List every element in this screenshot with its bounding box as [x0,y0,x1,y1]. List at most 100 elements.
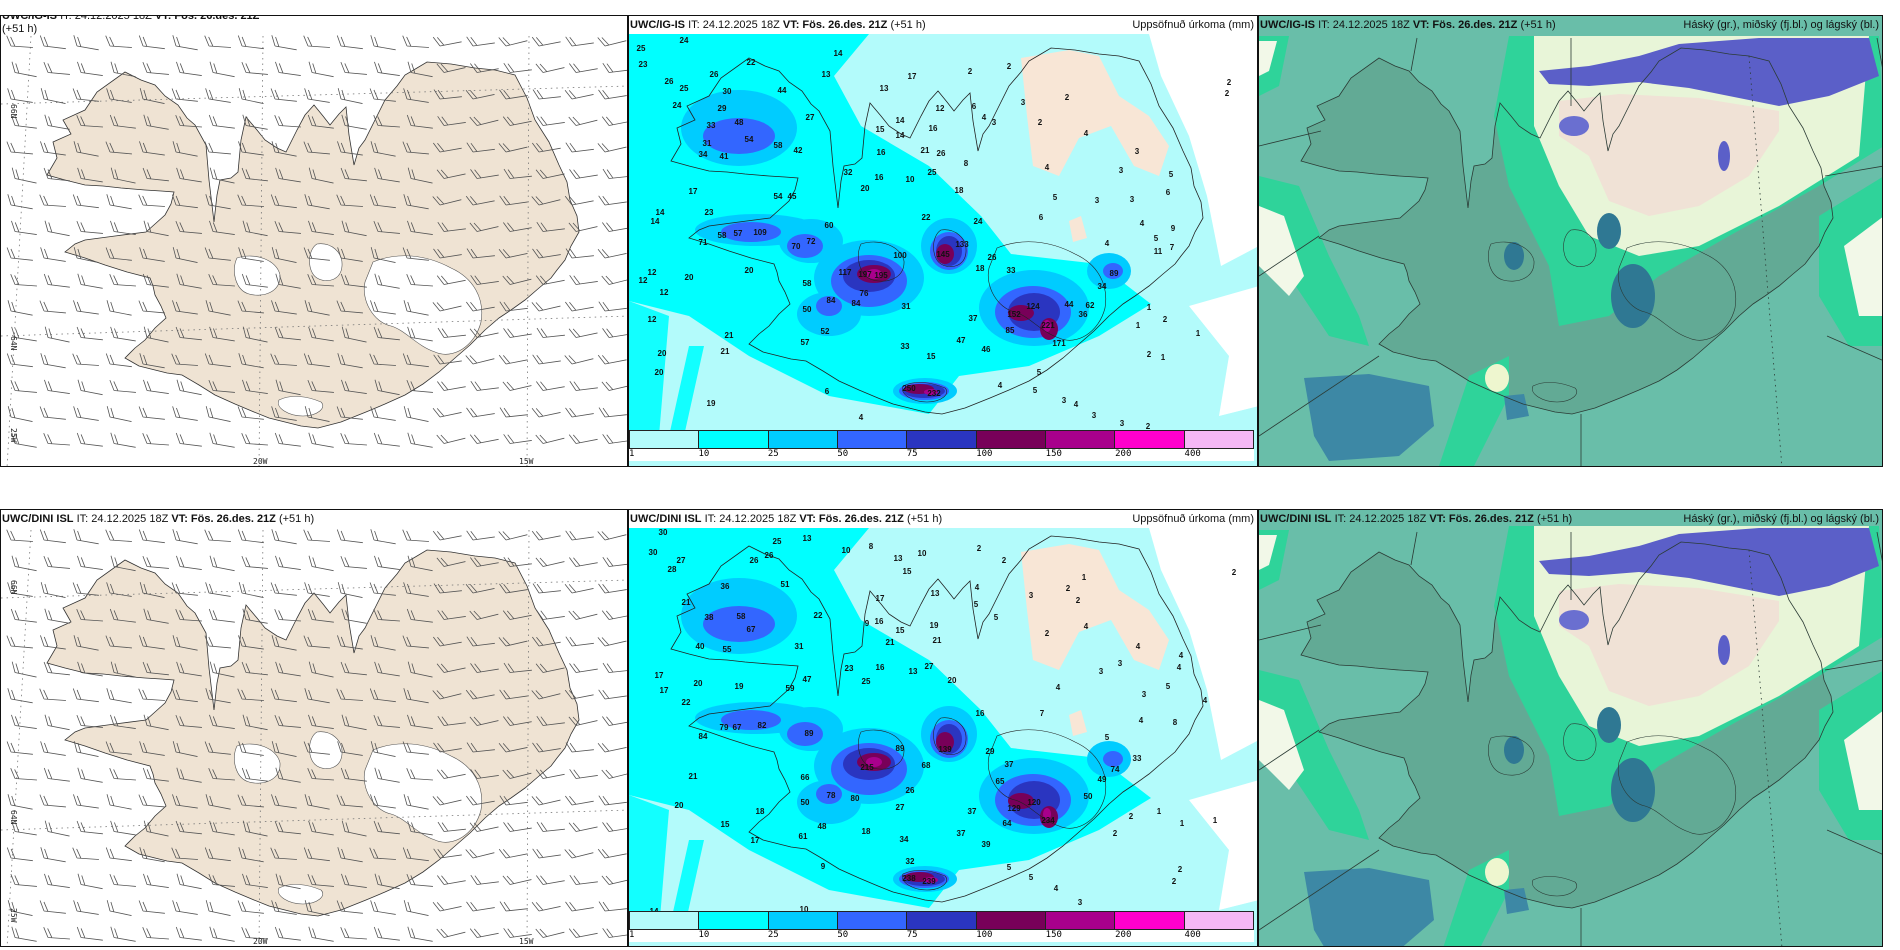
lat-label: 64N [9,810,18,825]
legend-color-bar [629,911,1254,930]
precip-value-label: 8 [964,159,969,168]
wind-barb [531,690,561,700]
precip-value-label: 4 [998,381,1003,390]
wind-barb [10,608,37,623]
wind-barb-map[interactable]: 66N 64N 25W 20W 15W [1,16,628,467]
wind-barb [73,741,99,757]
wind-barb [535,434,565,444]
longitude-line [6,35,32,466]
wind-barb [209,432,235,448]
wind-barb [143,220,169,237]
precip-value-label: 3 [1130,195,1135,204]
panel-subtitle: Háský (gr.), miðský (fj.bl.) og lágský (… [1683,19,1879,31]
wind-barb [569,169,598,179]
wind-barb [403,794,429,810]
precip-value-label: 17 [751,836,760,845]
graticule [1259,37,1882,466]
wind-barb [109,608,136,623]
precip-value-label: 44 [1065,300,1074,309]
wind-barb [373,609,400,622]
precip-value-label: 3 [1099,667,1104,676]
wind-barb [502,610,532,620]
wind-barb [499,195,528,206]
wind-barb [437,327,466,338]
wind-barb [105,35,132,48]
wind-barb [109,873,136,887]
precip-value-label: 67 [733,723,742,732]
wind-barb [336,900,363,914]
legend-tick-label: 75 [906,449,918,459]
wind-barb [601,610,627,620]
precip-value-label: 31 [795,642,804,651]
precip-value-label: 1 [1157,807,1162,816]
precip-value-label: 21 [921,146,930,155]
legend-swatch [1045,431,1116,448]
wind-barb [40,353,66,369]
wind-barb [172,247,198,263]
wind-barb [73,635,99,651]
wind-barb [303,529,330,542]
precip-value-label: 14 [834,49,843,58]
wind-barb [407,661,433,678]
wind-barb [531,796,561,806]
precip-value-label: 37 [957,829,966,838]
wind-barb [270,582,297,596]
wind-barb [536,610,565,620]
wind-barb-map[interactable]: 66N 64N 25W 20W 15W [1,510,628,947]
wind-barb [72,847,99,860]
precip-value-label: 16 [929,124,938,133]
graticule-line [1259,624,1322,641]
precip-contour-level-3 [703,606,775,642]
precip-value-label: 8 [1173,718,1178,727]
wind-barb [76,820,103,835]
wind-barb [237,35,264,50]
legend-tick-label: 75 [906,930,918,940]
wind-barb [531,302,561,312]
cloud-map[interactable] [1259,510,1883,947]
wind-barb [106,900,132,916]
precip-value-label: 32 [844,168,853,177]
precip-value-label: 239 [922,877,936,886]
wind-barb [336,406,363,420]
wind-barb [171,194,198,209]
wind-barb [436,275,466,285]
longitude-line [258,35,264,466]
wind-barb [241,555,268,569]
longitude-line [258,529,264,946]
wind-barb [341,114,367,130]
wind-barb [172,529,198,545]
wind-barb [598,689,627,700]
wind-barb [436,434,466,444]
precip-value-label: 2 [1076,596,1081,605]
precip-value-label: 34 [699,150,708,159]
wind-barb [175,820,202,835]
wind-barb [176,873,202,890]
wind-barb [337,635,363,650]
precip-value-label: 19 [707,399,716,408]
precip-value-label: 18 [862,827,871,836]
wind-barb [564,195,594,206]
precip-value-label: 89 [1110,269,1119,278]
wind-barb [374,555,400,570]
wind-barb [370,635,396,651]
wind-barb [532,354,561,365]
wind-barb [209,220,235,235]
legend-swatch [768,912,838,929]
wind-barb [565,36,594,47]
cloud-map[interactable] [1259,16,1883,467]
wind-barb [307,768,334,781]
wind-barb [432,902,462,912]
precip-value-label: 21 [933,636,942,645]
lat-label: 64N [9,336,18,351]
precip-value-label: 2 [1065,93,1070,102]
wind-barb [10,274,37,287]
wind-barb [6,741,33,755]
wind-barb [44,873,70,888]
wind-barb [568,434,598,444]
wind-barb [602,662,627,673]
wind-barb [271,900,297,915]
wind-barb [402,847,429,862]
precip-value-label: 5 [1029,873,1034,882]
